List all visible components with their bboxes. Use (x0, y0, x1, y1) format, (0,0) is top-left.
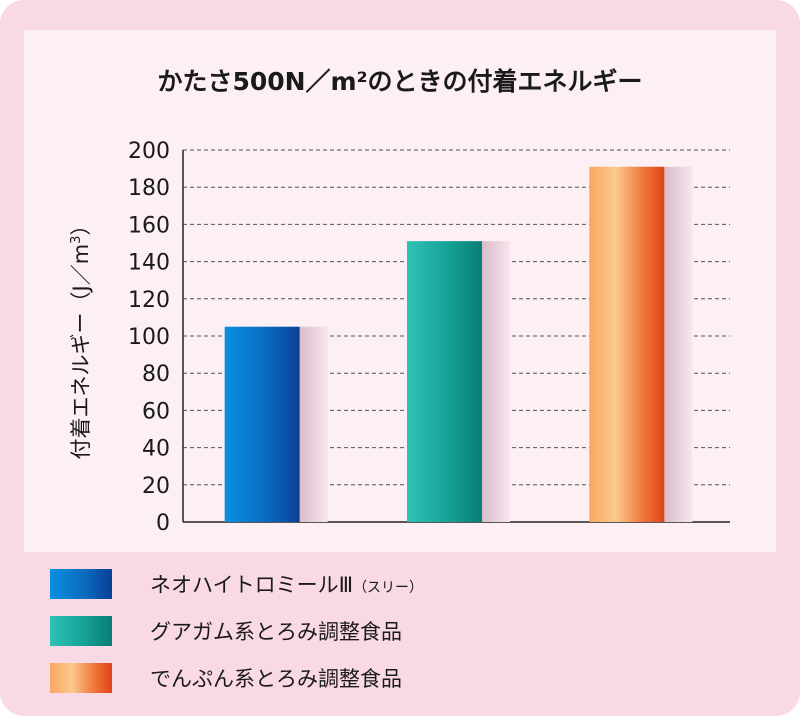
legend-swatch-blue (50, 569, 112, 599)
y-tick-label: 100 (128, 325, 170, 350)
y-tick-label: 120 (128, 288, 170, 313)
legend-item-starch: でんぷん系とろみ調整食品 (50, 660, 650, 696)
y-tick-label: 200 (128, 139, 170, 164)
legend-label: ネオハイトロミールⅢ（スリー） (150, 569, 423, 599)
bars (224, 166, 693, 523)
legend-label: グアガム系とろみ調整食品 (150, 620, 402, 644)
y-tick-label: 0 (156, 511, 170, 536)
y-tick-label: 60 (142, 399, 170, 424)
legend-label-main: ネオハイトロミールⅢ (150, 573, 354, 597)
bar-shadow (664, 166, 693, 523)
y-tick-label: 20 (142, 474, 170, 499)
y-tick-labels: 0 20 40 60 80 100 120 140 160 180 200 (128, 139, 170, 536)
y-tick-label: 40 (142, 437, 170, 462)
bar (407, 241, 482, 522)
legend-swatch-orange (50, 663, 112, 693)
y-tick-label: 80 (142, 362, 170, 387)
y-tick-label: 180 (128, 176, 170, 201)
legend-item-guar-gum: グアガム系とろみ調整食品 (50, 613, 650, 649)
bar (589, 166, 665, 523)
bar (224, 326, 300, 522)
legend-label-small: （スリー） (353, 580, 424, 596)
legend-item-neo-hightromeal: ネオハイトロミールⅢ（スリー） (50, 566, 650, 602)
chart-title: かたさ500N／m²のときの付着エネルギー (157, 67, 643, 96)
legend-swatch-teal (50, 616, 112, 646)
y-tick-label: 160 (128, 213, 170, 238)
y-tick-label: 140 (128, 251, 170, 276)
bar-shadow (482, 241, 510, 522)
bar-shadow (299, 326, 328, 522)
legend-label: でんぷん系とろみ調整食品 (150, 667, 402, 691)
